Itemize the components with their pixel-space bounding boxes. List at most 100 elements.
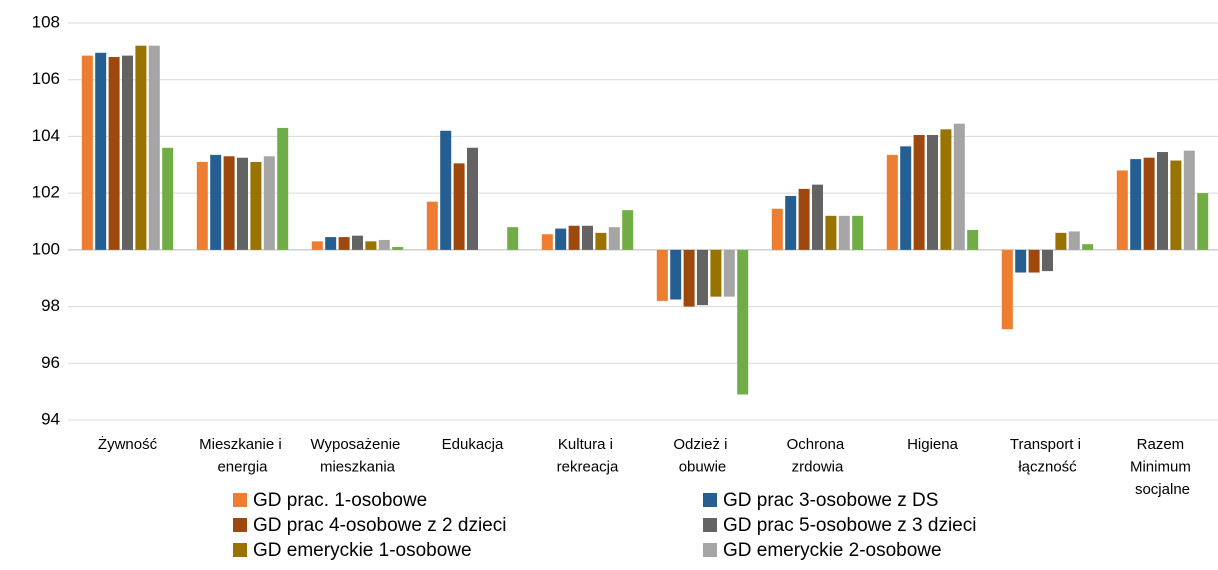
- bar: [250, 161, 262, 250]
- bar: [81, 55, 93, 250]
- bar: [426, 201, 438, 250]
- bar: [1130, 159, 1142, 250]
- bar: [108, 57, 120, 250]
- bar: [900, 146, 912, 250]
- legend-label: GD emeryckie 1-osobowe: [253, 540, 472, 561]
- bar: [1170, 160, 1182, 250]
- legend-swatch: [233, 493, 247, 507]
- bar: [311, 241, 323, 250]
- bar: [710, 249, 722, 297]
- y-tick-label: 100: [32, 239, 60, 258]
- bar: [1055, 232, 1067, 250]
- bar: [196, 161, 208, 250]
- y-tick-label: 104: [32, 126, 60, 145]
- bar: [541, 234, 553, 250]
- bar: [785, 195, 797, 250]
- bar: [737, 249, 749, 395]
- bar: [913, 135, 925, 250]
- x-tick-label: Kultura i rekreacja: [557, 436, 619, 476]
- bar: [1143, 157, 1155, 250]
- bar: [582, 225, 593, 250]
- bar: [683, 249, 695, 307]
- bar: [852, 215, 864, 250]
- bar: [886, 154, 898, 250]
- bar: [953, 123, 965, 250]
- x-tick-label: Mieszkanie i energia: [199, 436, 286, 476]
- bar: [1082, 244, 1094, 250]
- y-tick-label: 108: [32, 12, 60, 31]
- legend-label: GD prac 4-osobowe z 2 dzieci: [253, 515, 506, 536]
- bar: [95, 52, 107, 250]
- bar: [1015, 249, 1027, 273]
- y-tick-label: 106: [32, 69, 60, 88]
- bar: [656, 249, 668, 301]
- bar: [940, 129, 952, 250]
- y-tick-label: 98: [41, 296, 60, 315]
- bar: [210, 154, 222, 250]
- bar: [277, 127, 289, 250]
- bar: [135, 45, 147, 250]
- y-tick-label: 96: [41, 353, 60, 372]
- bar: [162, 147, 174, 250]
- legend-label: GD prac 5-osobowe z 3 dzieci: [723, 515, 976, 536]
- legend-swatch: [233, 518, 247, 532]
- x-tick-label: Odzież i obuwie: [673, 436, 731, 476]
- bar: [838, 215, 850, 250]
- bar: [1157, 152, 1168, 250]
- x-tick-label: Higiena: [907, 436, 959, 453]
- bar: [723, 249, 735, 297]
- bar: [507, 227, 519, 250]
- bar: [697, 249, 708, 306]
- bar: [237, 157, 248, 250]
- bar: [812, 184, 823, 250]
- bar: [392, 247, 404, 250]
- bar: [1183, 150, 1195, 250]
- bar: [927, 135, 938, 250]
- bar: [325, 237, 337, 250]
- x-tick-label: Ochrona zrdowia: [787, 436, 849, 476]
- x-tick-label: Edukacja: [442, 436, 504, 453]
- x-tick-label: Transport i łączność: [1010, 436, 1085, 476]
- bar: [453, 163, 465, 250]
- y-tick-label: 102: [32, 183, 60, 202]
- bar: [771, 208, 783, 250]
- x-tick-label: Wyposażenie mieszkania: [310, 436, 404, 476]
- bar: [1068, 231, 1080, 250]
- bar: [365, 241, 377, 250]
- bar: [122, 55, 133, 250]
- legend-label: GD prac. 1-osobowe: [253, 490, 427, 511]
- bar: [1116, 170, 1128, 250]
- legend-swatch: [703, 493, 717, 507]
- legend-swatch: [703, 518, 717, 532]
- bar: [440, 130, 452, 250]
- bar: [670, 249, 682, 300]
- bar: [378, 239, 390, 250]
- bar: [967, 230, 979, 250]
- bar: [223, 156, 235, 250]
- y-tick-label: 94: [41, 409, 60, 428]
- bar: [595, 232, 607, 250]
- bar: [568, 225, 580, 250]
- legend-swatch: [703, 543, 717, 557]
- bar: [352, 235, 363, 250]
- bar: [825, 215, 837, 250]
- bar: [148, 45, 160, 250]
- x-tick-label: Razem Minimum socjalne: [1130, 436, 1195, 498]
- bar: [798, 188, 810, 250]
- bar: [1001, 249, 1013, 330]
- bar: [1028, 249, 1040, 273]
- legend-label: GD emeryckie 2-osobowe: [723, 540, 942, 561]
- bar: [338, 237, 350, 250]
- x-tick-label: Żywność: [98, 435, 158, 453]
- legend-swatch: [233, 543, 247, 557]
- bar: [1042, 249, 1053, 272]
- bar: [608, 227, 620, 250]
- bar: [1197, 193, 1209, 250]
- bar: [555, 228, 567, 250]
- bar: [622, 210, 634, 250]
- bar: [263, 156, 275, 250]
- legend-label: GD prac 3-osobowe z DS: [723, 490, 938, 511]
- bar: [467, 147, 478, 250]
